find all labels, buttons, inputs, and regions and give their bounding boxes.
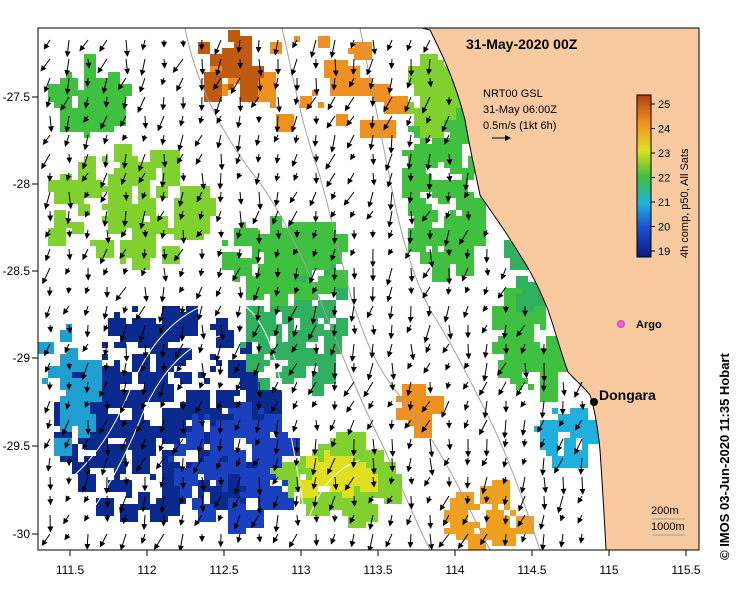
- colorbar-label: 4h comp, p50, All Sats: [679, 148, 691, 258]
- colorbar-tick-label: 19: [658, 246, 670, 258]
- lon-tick-label: 113.5: [363, 563, 392, 577]
- lon-tick-label: 114: [445, 563, 464, 577]
- lat-tick-label: -29.5: [3, 439, 31, 453]
- lat-tick-label: -28.5: [3, 264, 31, 278]
- lat-tick-label: -30: [13, 527, 31, 541]
- lat-tick-label: -27.5: [3, 90, 31, 104]
- land: [421, 28, 699, 550]
- colorbar-tick-label: 23: [658, 148, 670, 160]
- credit-text: © IMOS 03-Jun-2020 11:35 Hobart: [717, 353, 732, 560]
- map-title: 31-May-2020 00Z: [466, 36, 578, 52]
- current-scale: 0.5m/s (1kt 6h): [483, 120, 556, 132]
- lat-tick-label: -28: [13, 177, 31, 191]
- lon-tick-label: 113: [291, 563, 310, 577]
- depth-200: 200m: [651, 505, 679, 517]
- lon-tick-label: 112: [137, 563, 156, 577]
- colorbar-tick-label: 20: [658, 222, 670, 234]
- dongara-marker: [590, 398, 598, 406]
- colorbar-tick-label: 24: [658, 124, 670, 136]
- lon-tick-label: 115.5: [671, 563, 700, 577]
- current-source: NRT00 GSL: [483, 88, 543, 100]
- dongara-label: Dongara: [599, 387, 656, 403]
- lat-tick-label: -29: [13, 351, 31, 365]
- argo-label: Argo: [636, 319, 662, 331]
- colorbar-ticks: 25 24 23 22 21 20 19: [651, 99, 670, 258]
- argo-marker: [617, 320, 625, 328]
- current-time: 31-May 06:00Z: [483, 104, 557, 116]
- lat-axis: -27.5 -28 -28.5 -29 -29.5 -30: [3, 90, 38, 541]
- lon-tick-label: 114.5: [517, 563, 546, 577]
- current-vectors: [40, 39, 586, 550]
- colorbar: [636, 94, 652, 258]
- lon-axis: 111.5 112 112.5 113 113.5 114 114.5 115 115.5: [56, 550, 701, 577]
- lon-tick-label: 115: [599, 563, 618, 577]
- colorbar-tick-label: 21: [658, 197, 670, 209]
- lon-tick-label: 112.5: [209, 563, 238, 577]
- depth-1000: 1000m: [651, 521, 685, 533]
- lon-tick-label: 111.5: [56, 563, 85, 577]
- colorbar-tick-label: 22: [658, 173, 670, 185]
- colorbar-tick-label: 25: [658, 99, 670, 111]
